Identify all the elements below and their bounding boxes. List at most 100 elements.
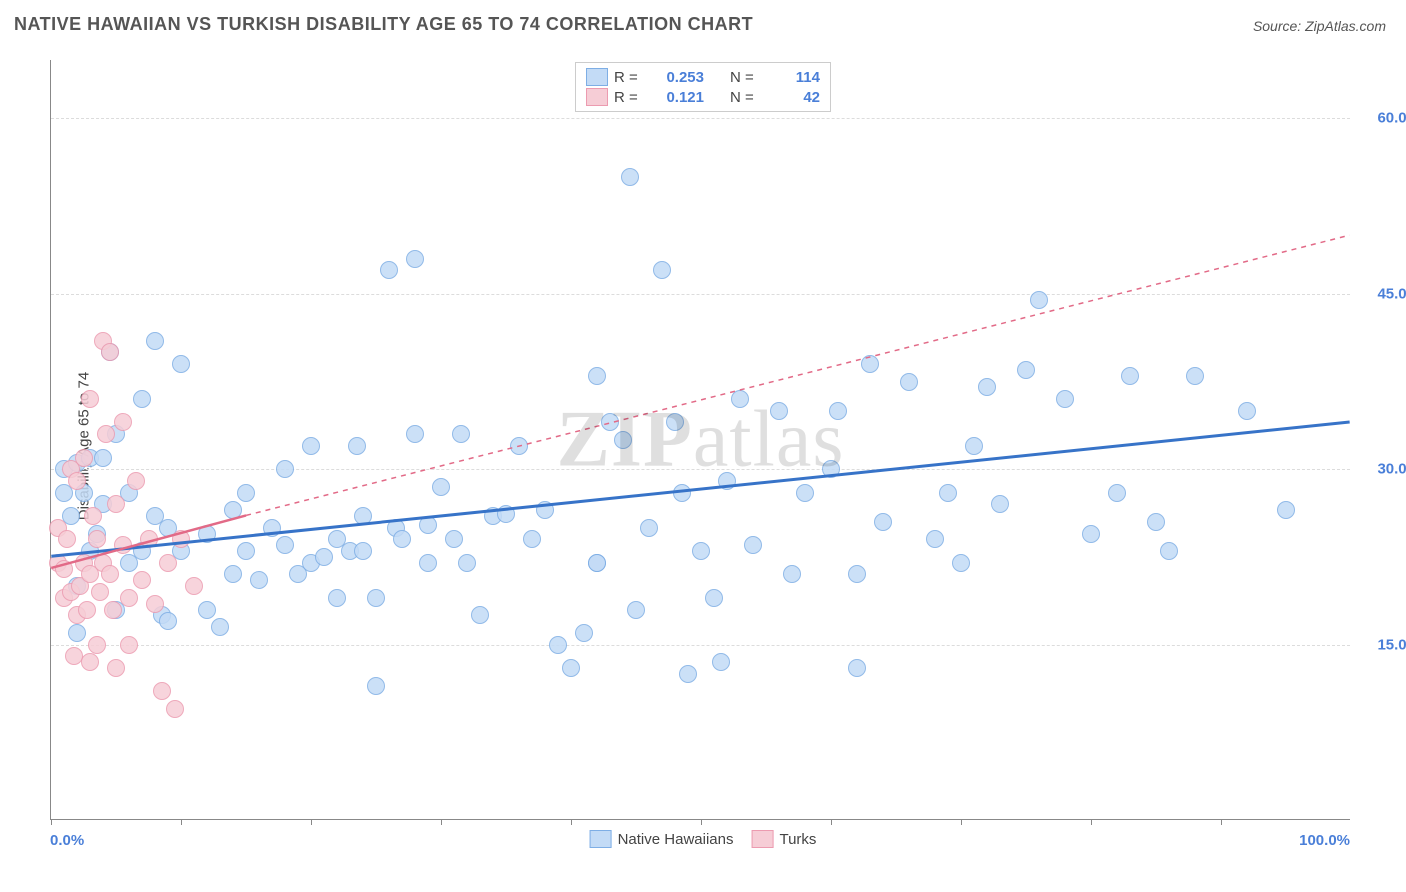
data-point bbox=[432, 478, 450, 496]
data-point bbox=[978, 378, 996, 396]
x-tick-mark bbox=[571, 819, 572, 825]
data-point bbox=[198, 601, 216, 619]
n-value: 114 bbox=[770, 69, 820, 86]
watermark: ZIPatlas bbox=[557, 394, 845, 485]
data-point bbox=[84, 507, 102, 525]
data-point bbox=[770, 402, 788, 420]
r-label: R = bbox=[614, 69, 648, 86]
x-tick-mark bbox=[441, 819, 442, 825]
data-point bbox=[354, 542, 372, 560]
data-point bbox=[114, 536, 132, 554]
data-point bbox=[185, 577, 203, 595]
chart-title: NATIVE HAWAIIAN VS TURKISH DISABILITY AG… bbox=[14, 14, 753, 35]
data-point bbox=[276, 536, 294, 554]
data-point bbox=[91, 583, 109, 601]
data-point bbox=[94, 449, 112, 467]
data-point bbox=[848, 659, 866, 677]
n-value: 42 bbox=[770, 89, 820, 106]
data-point bbox=[88, 530, 106, 548]
data-point bbox=[198, 525, 216, 543]
data-point bbox=[952, 554, 970, 572]
data-point bbox=[166, 700, 184, 718]
y-tick-label: 30.0% bbox=[1360, 461, 1406, 478]
data-point bbox=[354, 507, 372, 525]
data-point bbox=[107, 659, 125, 677]
data-point bbox=[705, 589, 723, 607]
data-point bbox=[380, 261, 398, 279]
data-point bbox=[783, 565, 801, 583]
data-point bbox=[127, 472, 145, 490]
data-point bbox=[822, 460, 840, 478]
data-point bbox=[939, 484, 957, 502]
data-point bbox=[926, 530, 944, 548]
data-point bbox=[276, 460, 294, 478]
data-point bbox=[1017, 361, 1035, 379]
data-point bbox=[68, 472, 86, 490]
data-point bbox=[1160, 542, 1178, 560]
trend-lines bbox=[51, 60, 1350, 819]
legend-label: Native Hawaiians bbox=[618, 831, 734, 848]
legend-item: Native Hawaiians bbox=[590, 830, 734, 848]
data-point bbox=[1056, 390, 1074, 408]
data-point bbox=[744, 536, 762, 554]
data-point bbox=[146, 595, 164, 613]
data-point bbox=[679, 665, 697, 683]
data-point bbox=[88, 636, 106, 654]
r-value: 0.121 bbox=[654, 89, 704, 106]
x-tick-mark bbox=[701, 819, 702, 825]
series-legend: Native Hawaiians Turks bbox=[590, 830, 817, 848]
data-point bbox=[458, 554, 476, 572]
data-point bbox=[445, 530, 463, 548]
data-point bbox=[1147, 513, 1165, 531]
data-point bbox=[367, 589, 385, 607]
data-point bbox=[81, 390, 99, 408]
data-point bbox=[874, 513, 892, 531]
legend-swatch bbox=[590, 830, 612, 848]
x-tick-mark bbox=[1091, 819, 1092, 825]
data-point bbox=[328, 589, 346, 607]
data-point bbox=[406, 250, 424, 268]
data-point bbox=[666, 413, 684, 431]
legend-row: R =0.121N =42 bbox=[586, 87, 820, 107]
data-point bbox=[614, 431, 632, 449]
data-point bbox=[159, 554, 177, 572]
data-point bbox=[120, 636, 138, 654]
legend-item: Turks bbox=[751, 830, 816, 848]
data-point bbox=[133, 390, 151, 408]
data-point bbox=[900, 373, 918, 391]
data-point bbox=[75, 449, 93, 467]
data-point bbox=[172, 530, 190, 548]
data-point bbox=[133, 571, 151, 589]
data-point bbox=[315, 548, 333, 566]
data-point bbox=[848, 565, 866, 583]
data-point bbox=[562, 659, 580, 677]
n-label: N = bbox=[730, 69, 764, 86]
data-point bbox=[211, 618, 229, 636]
data-point bbox=[523, 530, 541, 548]
gridline bbox=[51, 294, 1350, 295]
data-point bbox=[348, 437, 366, 455]
data-point bbox=[250, 571, 268, 589]
data-point bbox=[829, 402, 847, 420]
data-point bbox=[692, 542, 710, 560]
data-point bbox=[1082, 525, 1100, 543]
data-point bbox=[58, 530, 76, 548]
legend-swatch bbox=[586, 88, 608, 106]
data-point bbox=[419, 554, 437, 572]
x-axis-min-label: 0.0% bbox=[50, 832, 84, 849]
x-axis-max-label: 100.0% bbox=[1299, 832, 1350, 849]
x-tick-mark bbox=[311, 819, 312, 825]
data-point bbox=[146, 332, 164, 350]
data-point bbox=[237, 484, 255, 502]
data-point bbox=[510, 437, 528, 455]
data-point bbox=[101, 343, 119, 361]
y-tick-label: 45.0% bbox=[1360, 285, 1406, 302]
data-point bbox=[1030, 291, 1048, 309]
data-point bbox=[172, 355, 190, 373]
legend-swatch bbox=[751, 830, 773, 848]
data-point bbox=[601, 413, 619, 431]
data-point bbox=[302, 437, 320, 455]
data-point bbox=[97, 425, 115, 443]
data-point bbox=[796, 484, 814, 502]
data-point bbox=[621, 168, 639, 186]
